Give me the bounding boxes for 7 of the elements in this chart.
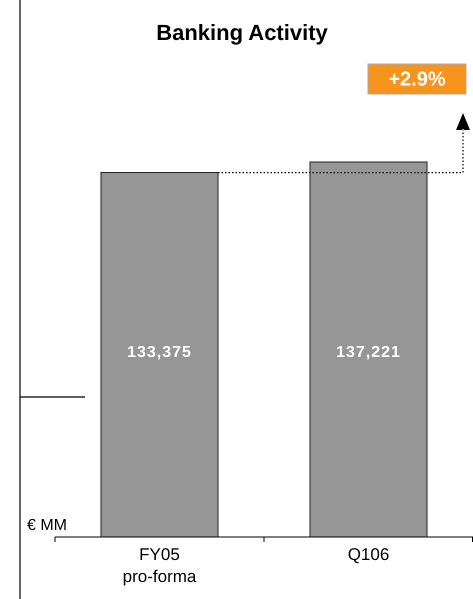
x-tick-label: FY05 pro-forma [122,545,197,586]
x-tick-label: Q106 [348,545,390,564]
chart-title: Banking Activity [156,20,329,45]
data-label: 133,375 [127,344,192,362]
data-label: 137,221 [336,344,401,362]
y-axis-title: € MM [27,517,67,534]
text: +2.9% [388,68,446,90]
